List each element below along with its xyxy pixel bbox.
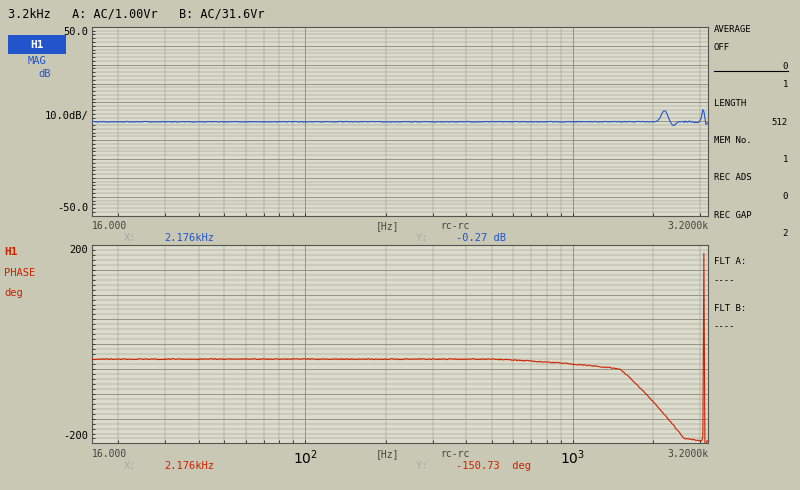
Text: 3.2kHz   A: AC/1.00Vr   B: AC/31.6Vr: 3.2kHz A: AC/1.00Vr B: AC/31.6Vr: [8, 7, 265, 21]
Text: H1: H1: [30, 40, 43, 49]
Text: ----: ----: [714, 276, 735, 285]
Text: PHASE: PHASE: [4, 268, 35, 278]
Text: 3.2000k: 3.2000k: [667, 449, 708, 459]
Text: 512: 512: [772, 118, 788, 126]
Text: 16.000: 16.000: [92, 449, 127, 459]
Text: 3.2000k: 3.2000k: [667, 221, 708, 231]
Text: X:: X:: [124, 461, 137, 470]
Text: FLT B:: FLT B:: [714, 304, 746, 313]
Text: 2.176kHz: 2.176kHz: [164, 461, 214, 470]
Text: 200: 200: [70, 245, 88, 255]
Text: -150.73  deg: -150.73 deg: [456, 461, 531, 470]
Text: 1: 1: [782, 80, 788, 89]
Text: MEM No.: MEM No.: [714, 136, 751, 145]
Text: MAG: MAG: [27, 56, 46, 66]
Text: ----: ----: [714, 322, 735, 331]
Text: Y:: Y:: [416, 233, 429, 243]
Text: H1: H1: [4, 247, 18, 257]
Text: rc-rc: rc-rc: [440, 449, 470, 459]
Text: -50.0: -50.0: [57, 203, 88, 213]
Text: [Hz]: [Hz]: [376, 449, 399, 459]
Text: [Hz]: [Hz]: [376, 221, 399, 231]
Text: 16.000: 16.000: [92, 221, 127, 231]
Text: -0.27 dB: -0.27 dB: [456, 233, 506, 243]
Text: 0: 0: [782, 192, 788, 201]
Text: 50.0: 50.0: [63, 27, 88, 37]
Text: 2: 2: [782, 229, 788, 238]
Text: Y:: Y:: [416, 461, 429, 470]
Text: 2.176kHz: 2.176kHz: [164, 233, 214, 243]
Text: dB: dB: [38, 69, 51, 78]
Text: REC ADS: REC ADS: [714, 173, 751, 182]
Text: deg: deg: [4, 288, 22, 297]
Text: 0: 0: [782, 62, 788, 71]
Text: OFF: OFF: [714, 43, 730, 52]
Text: -200: -200: [63, 431, 88, 441]
Text: rc-rc: rc-rc: [440, 221, 470, 231]
Text: X:: X:: [124, 233, 137, 243]
Text: REC GAP: REC GAP: [714, 211, 751, 220]
Text: 1: 1: [782, 155, 788, 164]
Text: AVERAGE: AVERAGE: [714, 24, 751, 33]
Text: FLT A:: FLT A:: [714, 257, 746, 266]
Text: 10.0dB/: 10.0dB/: [44, 111, 88, 122]
Text: LENGTH: LENGTH: [714, 99, 746, 108]
